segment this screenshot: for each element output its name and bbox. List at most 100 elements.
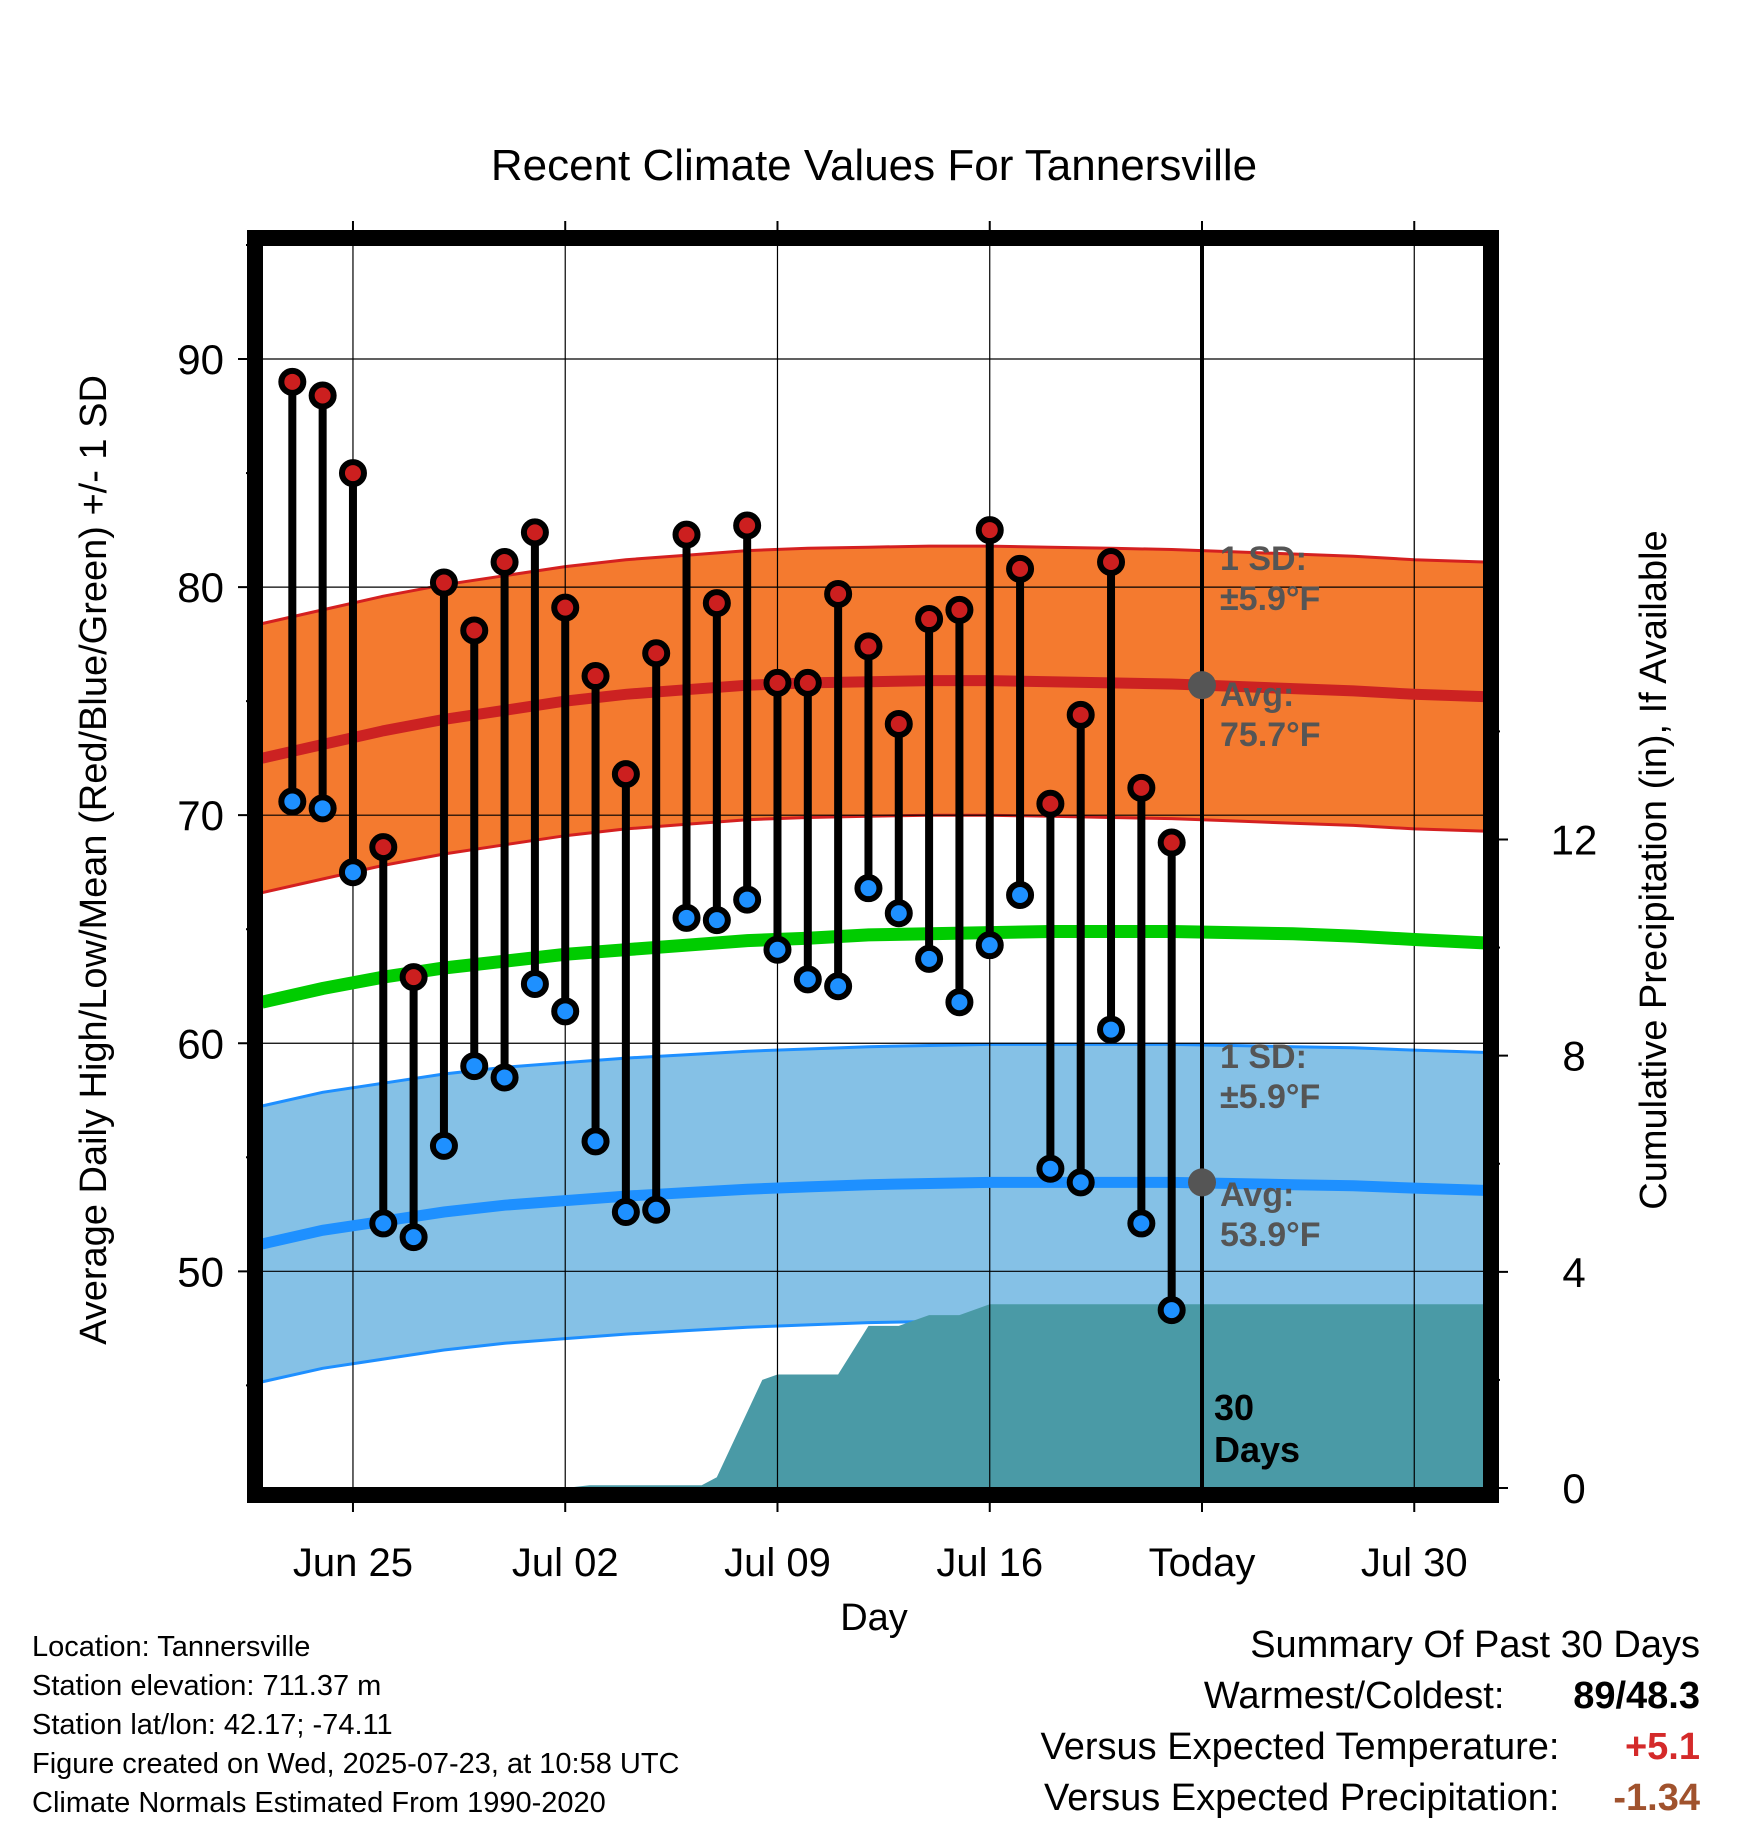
low-sd-label-line2: ±5.9°F: [1220, 1078, 1320, 1116]
high-point: [1127, 773, 1156, 802]
x-tick-label: Jul 09: [724, 1541, 831, 1585]
high-sd-label-line1: 1 SD:: [1220, 540, 1307, 578]
low-point: [884, 899, 913, 928]
y-axis-label-left: Average Daily High/Low/Mean (Red/Blue/Gr…: [73, 375, 115, 1345]
low-point: [278, 787, 307, 816]
low-point: [642, 1195, 671, 1224]
high-point: [854, 632, 883, 661]
temp-anomaly-value: +5.1: [1624, 1726, 1700, 1768]
y-axis-label-right: Cumulative Precipitation (in), If Availa…: [1633, 530, 1675, 1209]
low-point: [1066, 1168, 1095, 1197]
x-tick-label: Jul 02: [512, 1541, 619, 1585]
low-point: [338, 858, 367, 887]
high-point: [308, 381, 337, 410]
low-point: [1157, 1296, 1186, 1325]
today-low-avg-marker: [1188, 1168, 1216, 1197]
created-text: Figure created on Wed, 2025-07-23, at 10…: [32, 1748, 680, 1780]
high-point: [1097, 548, 1126, 577]
high-point: [1036, 789, 1065, 818]
high-point: [460, 616, 489, 645]
low-sd-label-line1: 1 SD:: [1220, 1038, 1307, 1076]
high-point: [551, 593, 580, 622]
low-avg-label-line2: 53.9°F: [1220, 1216, 1321, 1254]
y-tick-label: 70: [177, 792, 224, 839]
low-point: [369, 1209, 398, 1238]
high-sd-upper-line: [261, 544, 1485, 626]
x-tick-label: Today: [1149, 1541, 1256, 1585]
low-point: [1127, 1209, 1156, 1238]
high-point: [1006, 554, 1035, 583]
low-point: [702, 906, 731, 935]
high-point: [884, 709, 913, 738]
high-point: [611, 760, 640, 789]
x-tick-label: Jul 16: [936, 1541, 1043, 1585]
high-point: [824, 579, 853, 608]
low-point: [490, 1063, 519, 1092]
high-point: [520, 518, 549, 547]
low-point: [581, 1127, 610, 1156]
elevation-text: Station elevation: 711.37 m: [32, 1670, 382, 1702]
precip-anomaly-value: -1.34: [1613, 1777, 1700, 1819]
low-point: [520, 969, 549, 998]
low-avg-label-line1: Avg:: [1220, 1176, 1294, 1214]
days-label-line1: 30: [1214, 1387, 1254, 1428]
low-point: [551, 997, 580, 1026]
low-point: [308, 794, 337, 823]
y-right-tick-label: 0: [1562, 1465, 1585, 1512]
y-tick-label: 80: [177, 564, 224, 611]
x-tick-label: Jul 30: [1361, 1541, 1468, 1585]
low-point: [460, 1052, 489, 1081]
normals-text: Climate Normals Estimated From 1990-2020: [32, 1787, 606, 1819]
precip-anomaly-label: Versus Expected Precipitation:: [1044, 1777, 1560, 1819]
low-point: [763, 935, 792, 964]
low-point: [1036, 1154, 1065, 1183]
high-avg-label-line2: 75.7°F: [1220, 716, 1321, 754]
summary-title: Summary Of Past 30 Days: [1250, 1624, 1700, 1666]
temp-anomaly-label: Versus Expected Temperature:: [1040, 1726, 1560, 1768]
high-point: [763, 668, 792, 697]
high-point: [642, 639, 671, 668]
y-right-tick-label: 8: [1562, 1033, 1585, 1080]
low-point: [611, 1198, 640, 1227]
high-point: [793, 668, 822, 697]
plot-frame: [247, 230, 1499, 1503]
low-point: [399, 1223, 428, 1252]
high-point: [369, 833, 398, 862]
low-point: [1097, 1015, 1126, 1044]
low-point: [854, 874, 883, 903]
low-point: [672, 903, 701, 932]
summary-panel: Summary Of Past 30 Days Warmest/Coldest:…: [1041, 1620, 1700, 1824]
warmest-coldest-value: 89/48.3: [1573, 1675, 1700, 1717]
chart-title: Recent Climate Values For Tannersville: [491, 141, 1257, 190]
high-point: [1157, 828, 1186, 857]
days-label-line2: Days: [1214, 1429, 1300, 1470]
high-point: [672, 520, 701, 549]
high-point: [490, 548, 519, 577]
normal-low-line: [260, 1176, 1485, 1250]
high-point: [399, 963, 428, 992]
normal-mean-line: [260, 925, 1485, 1009]
high-sd-label-line2: ±5.9°F: [1220, 580, 1320, 618]
high-point: [915, 605, 944, 634]
y-tick-label: 60: [177, 1020, 224, 1067]
low-sd-band: [262, 1044, 1484, 1382]
high-point: [1066, 700, 1095, 729]
low-point: [915, 944, 944, 973]
high-point: [733, 511, 762, 540]
precipitation-area: [262, 1304, 1484, 1488]
low-point: [1006, 881, 1035, 910]
y-right-tick-label: 12: [1551, 816, 1598, 863]
latlon-text: Station lat/lon: 42.17; -74.11: [32, 1709, 393, 1741]
high-point: [278, 367, 307, 396]
today-high-avg-marker: [1188, 671, 1216, 700]
low-point: [975, 931, 1004, 960]
x-tick-label: Jun 25: [293, 1541, 413, 1585]
x-axis-label: Day: [840, 1597, 908, 1639]
location-text: Location: Tannersville: [32, 1631, 311, 1663]
y-tick-label: 50: [177, 1248, 224, 1295]
high-point: [945, 595, 974, 624]
high-point: [581, 662, 610, 691]
low-point: [824, 972, 853, 1001]
